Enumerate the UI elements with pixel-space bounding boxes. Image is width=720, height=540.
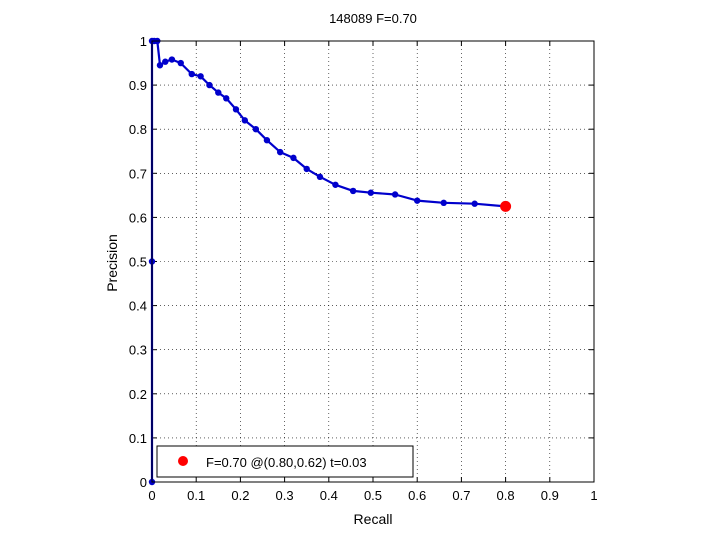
best-f-point (500, 200, 512, 212)
data-point (188, 70, 195, 78)
chart-title: 148089 F=0.70 (329, 11, 417, 26)
y-tick-label: 0.6 (129, 210, 147, 225)
data-point (162, 58, 169, 65)
data-point (252, 126, 260, 133)
y-tick-label: 1 (140, 34, 147, 49)
data-point (215, 89, 222, 96)
x-tick-label: 0.7 (452, 488, 470, 503)
data-point (290, 154, 297, 162)
series-line (150, 39, 506, 482)
x-tick-labels: 0 0.1 0.2 0.3 0.4 0.5 0.6 0.7 0.8 0.9 1 (148, 488, 597, 503)
data-point (223, 95, 230, 102)
x-tick-label: 0.8 (497, 488, 515, 503)
grid-lines (152, 41, 594, 482)
y-axis-label: Precision (104, 234, 120, 292)
data-point (332, 181, 339, 188)
x-tick-label: 1 (590, 488, 597, 503)
data-point (367, 189, 374, 196)
data-point (303, 165, 310, 173)
x-tick-label: 0 (148, 488, 155, 503)
data-point (263, 137, 271, 144)
legend-box (156, 445, 414, 478)
data-point (440, 199, 447, 207)
data-point (471, 200, 478, 207)
x-tick-label: 0.3 (276, 488, 294, 503)
data-point (349, 187, 357, 195)
y-tick-label: 0.1 (129, 431, 147, 446)
data-point (156, 62, 164, 69)
y-tick-label: 0 (140, 475, 147, 490)
y-tick-label: 0.9 (129, 78, 147, 93)
x-tick-label: 0.5 (364, 488, 382, 503)
y-tick-label: 0.5 (129, 255, 147, 270)
data-point (177, 59, 184, 67)
data-point (241, 117, 249, 124)
legend-marker (178, 456, 188, 466)
x-tick-label: 0.1 (187, 488, 205, 503)
data-point (197, 73, 204, 80)
data-point (391, 191, 399, 198)
x-tick-label: 0.9 (541, 488, 559, 503)
x-tick-label: 0.2 (231, 488, 249, 503)
y-tick-label: 0.8 (129, 122, 147, 137)
y-tick-label: 0.7 (129, 166, 147, 181)
y-tick-label: 0.4 (129, 299, 147, 314)
y-tick-labels: 0 0.1 0.2 0.3 0.4 0.5 0.6 0.7 0.8 0.9 1 (129, 34, 147, 490)
data-point (232, 106, 240, 113)
legend-text: F=0.70 @(0.80,0.62) t=0.03 (206, 455, 367, 470)
data-point (316, 173, 324, 181)
x-tick-label: 0.4 (320, 488, 338, 503)
data-point (276, 148, 284, 156)
data-point (206, 81, 213, 89)
y-tick-label: 0.2 (129, 387, 147, 402)
x-tick-label: 0.6 (408, 488, 426, 503)
legend: F=0.70 @(0.80,0.62) t=0.03 (156, 445, 414, 478)
data-point (168, 56, 176, 63)
plot-border (151, 40, 595, 483)
x-axis-label: Recall (354, 511, 393, 527)
data-point (414, 197, 421, 204)
series-layer (150, 39, 506, 482)
y-tick-label: 0.3 (129, 343, 147, 358)
